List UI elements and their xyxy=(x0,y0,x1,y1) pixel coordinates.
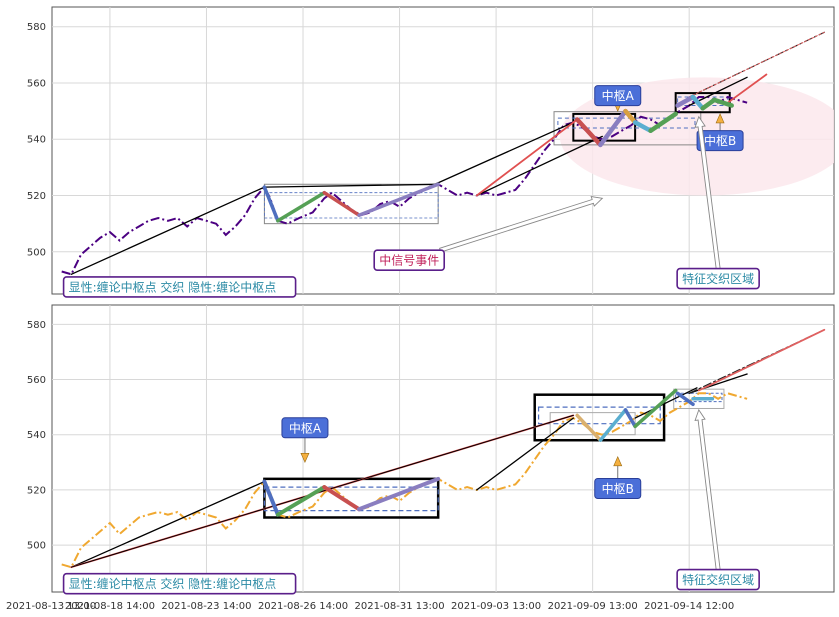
stroke-segment xyxy=(476,417,574,491)
y-tick-label: 520 xyxy=(27,485,46,496)
top-y-axis: 500 520 540 560 580 xyxy=(27,22,46,258)
stroke-segment xyxy=(634,387,698,419)
top-panel: 500 520 540 560 580 中枢A 中枢B 中信号事件特征交织区域显性:缠论中枢… xyxy=(27,6,835,298)
stroke-segment xyxy=(70,186,266,275)
zhongshu-box xyxy=(263,486,439,512)
stroke-segment xyxy=(623,108,638,125)
annotation-label: 特征交织区域 xyxy=(682,271,754,286)
x-tick-label: 2021-08-26 14:00 xyxy=(258,601,348,612)
stroke-segment xyxy=(322,190,361,217)
price-series-line xyxy=(61,95,748,276)
annotation-label: 中枢B xyxy=(704,133,736,148)
stroke-segment xyxy=(726,73,768,104)
stroke-segment xyxy=(357,182,440,217)
annotation-label: 中枢A xyxy=(602,88,635,103)
y-tick-label: 540 xyxy=(27,430,46,441)
stroke-segment xyxy=(675,94,696,108)
stroke-segment xyxy=(476,135,603,197)
stroke-segment xyxy=(690,94,705,111)
stroke-segment xyxy=(598,108,628,148)
bottom-panel: 500 520 540 560 580 中枢A 中枢B 特征交织区域 显性:缠论中枢点 交织 … xyxy=(27,304,835,595)
x-tick-label: 2021-09-03 13:00 xyxy=(451,601,541,612)
annotation-label: 显性:缠论中枢点 交织 隐性:缠论中枢点 xyxy=(69,576,277,591)
annotation-label-box xyxy=(62,276,297,298)
stroke-segment xyxy=(688,31,825,98)
y-tick-label: 540 xyxy=(27,135,46,146)
stroke-segment xyxy=(575,413,603,442)
annotation-label: 特征交织区域 xyxy=(682,572,754,587)
bottom-y-axis: 500 520 540 560 580 xyxy=(27,320,46,552)
stroke-segment xyxy=(322,485,361,512)
stroke-segment xyxy=(623,408,637,429)
annotation-hollow-arrow xyxy=(694,408,721,571)
annotation-label-box xyxy=(62,572,297,595)
stroke-segment xyxy=(700,97,717,111)
stroke-segment xyxy=(70,480,266,568)
stroke-segment xyxy=(632,120,653,134)
annotation-label: 中信号事件 xyxy=(379,253,439,268)
annotation-hollow-arrow xyxy=(694,115,721,270)
y-tick-label: 580 xyxy=(27,22,46,33)
zhongshu-box xyxy=(677,96,729,106)
annotation-label-box xyxy=(676,568,760,591)
bottom-strokes xyxy=(70,328,826,569)
annotation-arrow-head xyxy=(613,456,623,467)
stroke-segment xyxy=(427,121,574,188)
top-price-line xyxy=(61,95,748,276)
annotation-label-box xyxy=(594,85,642,107)
x-tick-label: 2021-08-13 13:00 xyxy=(6,601,96,612)
x-tick-label: 2021-09-09 13:00 xyxy=(548,601,638,612)
x-tick-label: 2021-08-31 13:00 xyxy=(354,601,444,612)
stroke-segment xyxy=(276,190,327,223)
stroke-segment xyxy=(648,111,678,134)
bottom-annotations: 中枢A 中枢B 特征交织区域 显性:缠论中枢点 交织 隐性:缠论中枢点 xyxy=(62,408,760,595)
annotation-hollow-arrow xyxy=(439,196,604,253)
annotation-arrow-head xyxy=(715,113,725,124)
stroke-segment xyxy=(70,414,574,568)
y-tick-label: 580 xyxy=(27,320,46,331)
annotation-label: 中枢B xyxy=(602,481,634,496)
annotation-label-box xyxy=(696,130,744,152)
stroke-segment xyxy=(697,328,826,392)
zhongshu-box xyxy=(537,406,661,425)
y-tick-label: 500 xyxy=(27,247,46,258)
zhongshu-box xyxy=(557,117,696,129)
stroke-segment xyxy=(675,391,695,407)
stroke-segment xyxy=(598,408,628,442)
top-strokes xyxy=(70,31,825,275)
stroke-segment xyxy=(633,388,678,429)
x-tick-label: 2021-09-14 12:00 xyxy=(644,601,734,612)
annotation-label-box xyxy=(676,267,760,290)
stroke-segment xyxy=(262,479,280,517)
annotation-label: 显性:缠论中枢点 交织 隐性:缠论中枢点 xyxy=(69,279,277,294)
y-tick-label: 500 xyxy=(27,541,46,552)
stroke-segment xyxy=(357,476,441,512)
annotation-label: 中枢A xyxy=(289,420,322,435)
stroke-segment xyxy=(275,485,327,517)
bottom-zhongshu-boxes xyxy=(263,388,725,519)
annotation-label-box xyxy=(281,417,329,439)
y-tick-label: 520 xyxy=(27,191,46,202)
stroke-segment xyxy=(262,185,280,223)
top-grid xyxy=(52,7,834,294)
stroke-segment xyxy=(574,117,603,148)
annotation-arrow-head xyxy=(300,452,310,464)
x-tick-label: 2021-08-23 14:00 xyxy=(161,601,251,612)
stroke-segment xyxy=(712,97,734,108)
x-tick-label: 2021-08-18 14:00 xyxy=(65,601,155,612)
stroke-segment xyxy=(475,118,579,197)
annotation-label-box xyxy=(373,249,446,272)
y-tick-label: 560 xyxy=(27,375,46,386)
stroke-segment xyxy=(263,183,439,188)
zhongshu-box xyxy=(263,192,439,219)
zhongshu-box xyxy=(675,392,723,403)
annotation-label-box xyxy=(594,478,642,500)
y-tick-label: 560 xyxy=(27,78,46,89)
